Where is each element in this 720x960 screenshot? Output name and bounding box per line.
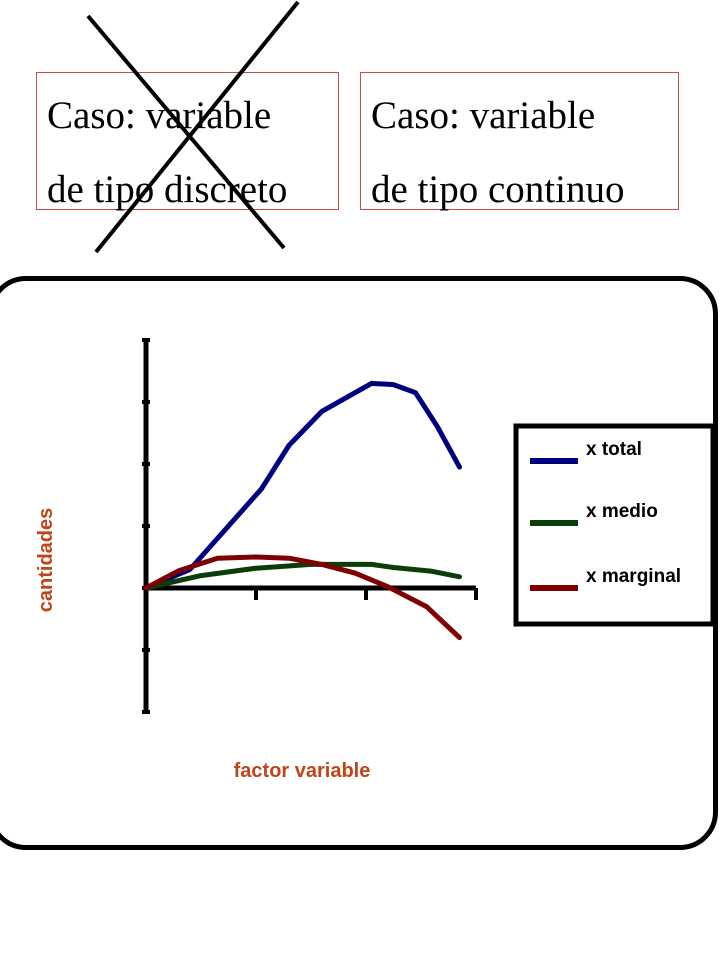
chart-series — [143, 380, 462, 641]
legend-label-x-medio: x medio — [586, 501, 658, 522]
series-line-x-marginal — [143, 554, 462, 641]
case-continuous-line-2: de tipo continuo — [371, 168, 625, 211]
legend-label-x-marginal: x marginal — [586, 566, 681, 587]
legend: x total x medio x marginal — [513, 423, 716, 627]
chart-axes — [142, 338, 478, 714]
series-line-x-total — [143, 380, 462, 591]
legend-label-x-total: x total — [586, 439, 642, 460]
case-continuous-line-1: Caso: variable — [371, 94, 596, 137]
x-axis-label: factor variable — [234, 760, 371, 782]
case-continuous-box: Caso: variable de tipo continuo — [360, 72, 679, 211]
series-line-x-medio — [143, 561, 462, 591]
y-axis-label: cantidades — [35, 508, 57, 612]
